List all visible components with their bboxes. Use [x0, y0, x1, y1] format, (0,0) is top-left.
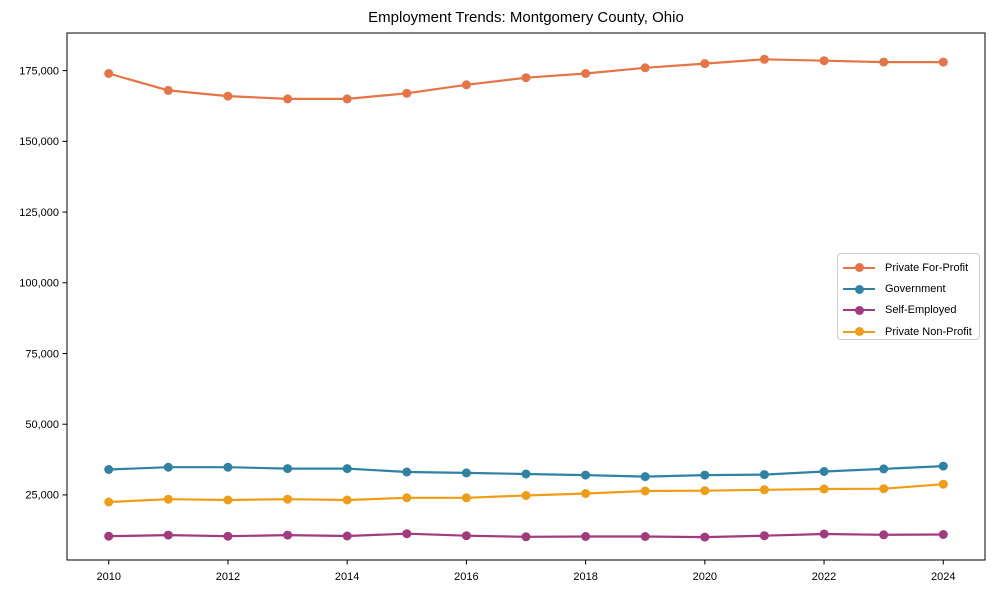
y-tick-label: 125,000 [19, 207, 59, 219]
legend-item: Self-Employed [843, 300, 975, 321]
data-point-government [819, 467, 829, 476]
data-point-private-for-profit [700, 59, 710, 69]
data-point-private-for-profit [521, 73, 531, 83]
x-tick-label: 2014 [335, 571, 359, 583]
data-point-government [223, 462, 233, 472]
data-point-self-employed [223, 531, 233, 541]
y-tick-label: 150,000 [19, 136, 59, 148]
data-point-private-for-profit [461, 80, 471, 90]
legend-label: Private For-Profit [885, 261, 969, 274]
data-point-private-for-profit [581, 69, 591, 78]
x-tick-label: 2010 [96, 571, 120, 583]
y-tick-label: 25,000 [25, 490, 59, 502]
data-point-private-non-profit [581, 489, 591, 498]
data-point-government [521, 469, 531, 479]
x-tick-label: 2018 [573, 571, 597, 583]
legend-marker-icon [843, 327, 875, 337]
data-point-government [163, 462, 173, 472]
data-point-private-non-profit [819, 484, 829, 494]
legend-marker-icon [843, 305, 875, 315]
data-point-private-non-profit [938, 479, 948, 489]
data-point-self-employed [640, 532, 650, 541]
legend-item: Private Non-Profit [843, 321, 975, 342]
data-point-private-for-profit [223, 91, 233, 101]
data-point-self-employed [402, 529, 412, 539]
data-point-private-non-profit [700, 486, 710, 496]
data-point-private-non-profit [223, 495, 233, 505]
data-point-government [700, 470, 710, 480]
data-point-government [402, 467, 412, 477]
data-point-private-for-profit [640, 63, 650, 73]
data-point-self-employed [819, 529, 829, 539]
data-point-self-employed [163, 530, 173, 540]
data-point-private-for-profit [759, 54, 769, 64]
data-point-self-employed [879, 530, 889, 540]
data-point-government [104, 465, 114, 474]
data-point-self-employed [104, 531, 114, 541]
data-point-government [879, 464, 889, 474]
data-point-private-non-profit [759, 485, 769, 495]
legend-item: Government [843, 278, 975, 299]
x-tick-label: 2012 [216, 571, 240, 583]
data-point-private-non-profit [342, 495, 352, 505]
data-point-self-employed [461, 531, 471, 541]
data-point-private-non-profit [461, 493, 471, 503]
data-point-private-for-profit [938, 57, 948, 67]
x-tick-label: 2022 [812, 571, 836, 583]
data-point-self-employed [759, 531, 769, 541]
legend-item: Private For-Profit [843, 257, 975, 278]
y-tick-label: 100,000 [19, 278, 59, 290]
data-point-self-employed [283, 530, 293, 540]
data-point-private-non-profit [402, 493, 412, 503]
data-point-private-for-profit [879, 57, 889, 67]
y-tick-label: 175,000 [19, 65, 59, 77]
x-tick-label: 2020 [693, 571, 717, 583]
data-point-government [581, 470, 591, 480]
data-point-private-non-profit [521, 491, 531, 500]
y-tick-label: 75,000 [25, 348, 59, 360]
legend-label: Private Non-Profit [885, 325, 972, 338]
chart-title: Employment Trends: Montgomery County, Oh… [368, 9, 684, 26]
data-point-self-employed [581, 532, 591, 541]
data-point-self-employed [342, 531, 352, 541]
data-point-government [640, 472, 650, 482]
data-point-private-non-profit [283, 494, 293, 504]
data-point-government [759, 470, 769, 480]
data-point-private-non-profit [640, 486, 650, 496]
data-point-private-non-profit [104, 497, 114, 507]
data-point-private-for-profit [104, 69, 114, 78]
legend-label: Government [885, 283, 946, 296]
data-point-private-for-profit [163, 85, 173, 95]
x-tick-label: 2016 [454, 571, 478, 583]
axes-frame [66, 32, 986, 561]
data-point-private-non-profit [163, 494, 173, 504]
data-point-private-for-profit [283, 94, 293, 104]
data-point-private-for-profit [819, 56, 829, 66]
legend-box: Private For-Profit Government Self-Employe… [837, 253, 980, 340]
data-point-private-for-profit [342, 94, 352, 104]
data-point-government [461, 468, 471, 478]
data-point-private-for-profit [402, 88, 412, 98]
data-point-government [283, 464, 293, 474]
data-point-self-employed [700, 532, 710, 542]
x-tick-label: 2024 [931, 571, 955, 583]
legend-marker-icon [843, 263, 875, 273]
legend-label: Self-Employed [885, 304, 957, 317]
data-point-government [342, 464, 352, 474]
data-point-self-employed [521, 532, 531, 542]
data-point-private-non-profit [879, 484, 889, 494]
y-tick-label: 50,000 [25, 419, 59, 431]
legend-marker-icon [843, 284, 875, 294]
data-point-government [938, 461, 948, 471]
data-point-self-employed [938, 530, 948, 539]
